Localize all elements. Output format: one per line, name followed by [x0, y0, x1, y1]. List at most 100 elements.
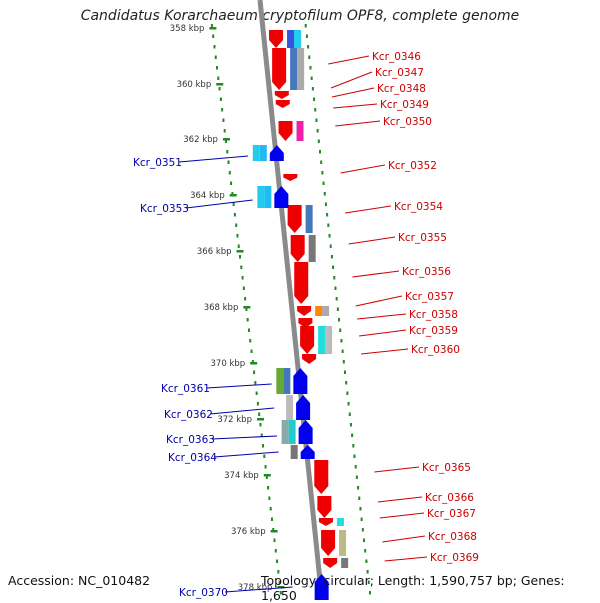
guide-dot	[355, 475, 358, 479]
ruler-tick	[250, 362, 258, 365]
accession-text: Accession: NC_010482	[8, 573, 151, 588]
forward-gene-arrow	[323, 558, 338, 568]
guide-dot	[307, 45, 310, 49]
guide-dot	[338, 318, 341, 322]
gene-label-forward: Kcr_0366	[425, 492, 474, 504]
guide-dot	[241, 276, 244, 280]
gene-label-forward: Kcr_0349	[380, 99, 429, 111]
ruler-label: 364 kbp	[190, 191, 225, 201]
gene-feature-box	[290, 48, 298, 90]
guide-dot	[219, 97, 222, 101]
reverse-gene-arrow	[314, 574, 329, 600]
ruler-tick	[236, 250, 244, 253]
guide-lines	[210, 24, 371, 595]
label-leader-line	[359, 329, 407, 337]
guide-dot	[342, 360, 345, 364]
gene-feature-box	[257, 186, 265, 208]
label-leader-line	[374, 466, 420, 473]
gene-label-forward: Kcr_0358	[409, 309, 458, 321]
label-leader-line	[377, 496, 423, 503]
gene-label-reverse: Kcr_0353	[140, 203, 189, 215]
gene-label-forward: Kcr_0347	[375, 67, 424, 79]
forward-gene-arrow	[283, 174, 298, 181]
guide-dot	[330, 255, 333, 259]
gene-feature-box	[336, 518, 344, 526]
guide-dot	[236, 234, 239, 238]
guide-dot	[348, 412, 351, 416]
guide-dot	[258, 412, 261, 416]
forward-gene-arrow	[317, 496, 332, 518]
gene-features	[252, 30, 349, 600]
forward-gene-arrow	[278, 121, 293, 141]
gene-label-forward: Kcr_0352	[388, 160, 437, 172]
guide-dot	[317, 139, 320, 143]
forward-gene-arrow	[294, 262, 309, 304]
forward-gene-arrow	[290, 235, 305, 262]
ruler-label: 376 kbp	[231, 527, 266, 537]
gene-feature-box	[252, 145, 260, 161]
guide-dot	[255, 391, 258, 395]
gene-label-forward: Kcr_0365	[422, 462, 471, 474]
guide-dot	[239, 255, 242, 259]
guide-dot	[221, 108, 224, 112]
guide-dot	[305, 34, 308, 38]
guide-dot	[322, 181, 325, 185]
ruler-tick	[263, 474, 271, 477]
gene-label-forward: Kcr_0359	[409, 325, 458, 337]
ruler-label: 366 kbp	[197, 247, 232, 257]
guide-dot	[273, 538, 276, 542]
ruler-label: 370 kbp	[211, 359, 246, 369]
reverse-gene-arrow	[293, 368, 308, 394]
guide-dot	[264, 465, 267, 469]
guide-dot	[250, 349, 253, 353]
guide-dot	[217, 76, 220, 80]
gene-feature-box	[318, 326, 326, 354]
guide-dot	[270, 517, 273, 521]
guide-dot	[218, 87, 221, 91]
guide-dot	[309, 66, 312, 70]
guide-dot	[237, 244, 240, 248]
guide-dot	[231, 192, 234, 196]
gene-feature-box	[315, 306, 323, 316]
guide-dot	[228, 171, 231, 175]
gene-feature-box	[294, 30, 302, 48]
ruler-label: 374 kbp	[224, 471, 259, 481]
ruler-tick	[229, 194, 237, 197]
gene-label-forward: Kcr_0368	[428, 531, 477, 543]
guide-dot	[332, 265, 335, 269]
label-leader-line	[352, 270, 400, 278]
gene-feature-box	[264, 186, 272, 208]
guide-dot	[323, 192, 326, 196]
forward-gene-arrow	[269, 30, 284, 48]
guide-dot	[327, 223, 330, 227]
gene-label-forward: Kcr_0360	[411, 344, 460, 356]
guide-dot	[352, 444, 355, 448]
gene-feature-box	[259, 145, 267, 161]
gene-label-forward: Kcr_0367	[427, 508, 476, 520]
label-leader-line	[382, 535, 426, 543]
ruler-tick	[216, 83, 224, 86]
guide-dot	[360, 517, 363, 521]
guide-dot	[354, 465, 357, 469]
guide-dot	[245, 307, 248, 311]
guide-dot	[223, 129, 226, 133]
ruler-label: 362 kbp	[183, 135, 218, 145]
gene-label-forward: Kcr_0354	[394, 201, 443, 213]
guide-dot	[366, 570, 369, 574]
guide-dot	[227, 160, 230, 164]
gene-feature-box	[297, 48, 305, 90]
guide-dot	[363, 538, 366, 542]
guide-dot	[276, 559, 279, 563]
guide-dot	[272, 528, 275, 532]
guide-dot	[242, 286, 245, 290]
guide-dot	[244, 297, 247, 301]
ruler-tick	[209, 27, 217, 30]
gene-feature-box	[305, 205, 313, 233]
forward-gene-arrow	[272, 48, 287, 90]
guide-dot	[315, 118, 318, 122]
guide-dot	[365, 559, 368, 563]
label-leader-line	[361, 348, 409, 355]
label-leader-line	[211, 435, 278, 440]
guide-dot	[260, 433, 263, 437]
gene-label-reverse: Kcr_0370	[179, 587, 228, 599]
